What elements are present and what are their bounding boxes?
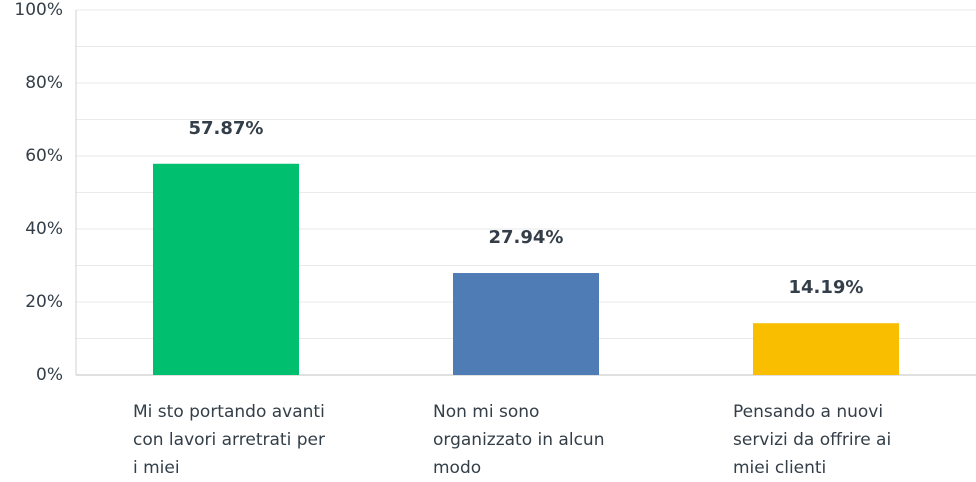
y-tick-label: 60% (25, 146, 63, 166)
y-tick-label: 40% (25, 219, 63, 239)
value-label: 27.94% (489, 227, 564, 248)
x-tick-label: Mi sto portando avanti con lavori arretr… (133, 402, 325, 478)
bar (453, 273, 599, 375)
y-tick-label: 80% (25, 73, 63, 93)
bar (753, 323, 899, 375)
value-label: 14.19% (789, 277, 864, 298)
y-tick-label: 0% (36, 365, 63, 385)
bar (153, 163, 299, 375)
x-tick-label: Pensando a nuovi servizi da offrire ai m… (733, 402, 892, 478)
x-tick-label: Non mi sono organizzato in alcun modo (433, 402, 605, 478)
y-tick-label: 20% (25, 292, 63, 312)
y-tick-label: 100% (14, 0, 63, 20)
value-label: 57.87% (189, 118, 264, 139)
